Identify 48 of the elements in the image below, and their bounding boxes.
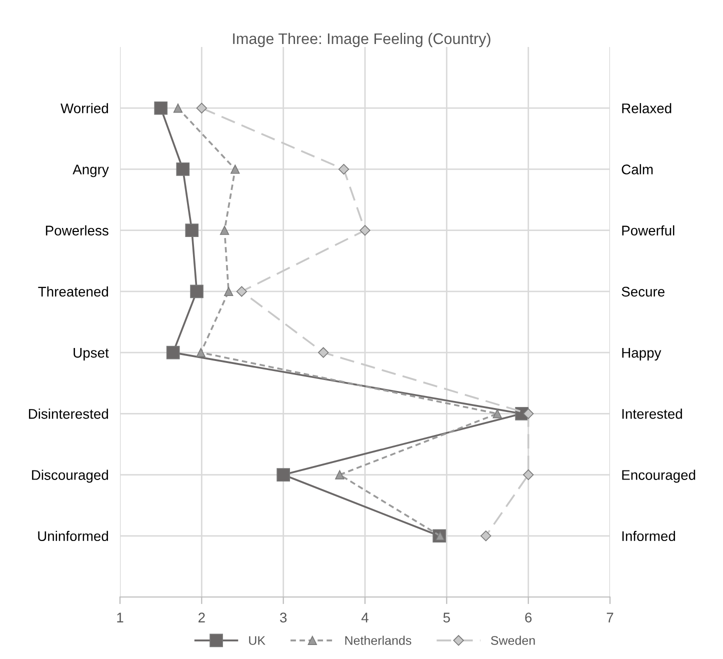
point bbox=[176, 162, 190, 176]
point bbox=[276, 468, 290, 482]
legend-label: Netherlands bbox=[345, 636, 412, 645]
chart-title: Image Three: Image Feeling (Country) bbox=[233, 32, 490, 48]
point bbox=[196, 348, 206, 358]
x-tick-label: 1 bbox=[117, 612, 124, 622]
point bbox=[190, 284, 204, 298]
y2-tick-label: Calm bbox=[622, 164, 653, 174]
point bbox=[173, 104, 183, 113]
y-tick-label: Angry bbox=[72, 164, 109, 178]
point bbox=[236, 286, 248, 297]
x-tick-label: 7 bbox=[606, 612, 614, 622]
y2-tick-label: Powerful bbox=[622, 225, 674, 236]
legend-label: Sweden bbox=[490, 636, 535, 645]
y-tick-label: Upset bbox=[74, 348, 109, 360]
point bbox=[224, 286, 234, 296]
y-tick-label: Threatened bbox=[38, 286, 108, 297]
y-tick-label: Powerless bbox=[46, 225, 108, 236]
point bbox=[480, 530, 492, 542]
y-tick-label: Worried bbox=[60, 103, 108, 114]
x-tick-label: 2 bbox=[198, 612, 205, 622]
x-tick-label: 4 bbox=[361, 612, 368, 622]
point bbox=[335, 470, 344, 480]
point bbox=[230, 164, 240, 174]
point bbox=[492, 409, 502, 418]
point bbox=[338, 164, 350, 175]
point bbox=[220, 226, 230, 235]
y2-tick-label: Happy bbox=[622, 348, 662, 360]
y2-tick-label: Interested bbox=[622, 408, 682, 419]
x-tick-label: 5 bbox=[443, 612, 450, 622]
legend-label: UK bbox=[249, 636, 266, 645]
y2-tick-label: Encouraged bbox=[622, 470, 696, 483]
point bbox=[185, 224, 199, 238]
point bbox=[523, 469, 534, 480]
x-tick-label: 6 bbox=[525, 612, 532, 622]
x-tick-label: 3 bbox=[280, 612, 287, 622]
point bbox=[360, 225, 370, 236]
y-tick-label: Disinterested bbox=[28, 408, 108, 419]
y2-tick-label: Relaxed bbox=[622, 103, 672, 114]
point bbox=[523, 408, 534, 419]
y2-tick-label: Secure bbox=[622, 286, 664, 297]
point bbox=[154, 101, 168, 115]
y2-tick-label: Informed bbox=[622, 530, 676, 542]
y-tick-label: Discouraged bbox=[32, 470, 108, 483]
point bbox=[196, 102, 207, 114]
y-tick-label: Uninformed bbox=[38, 530, 108, 542]
point bbox=[318, 347, 329, 358]
point bbox=[166, 346, 180, 360]
